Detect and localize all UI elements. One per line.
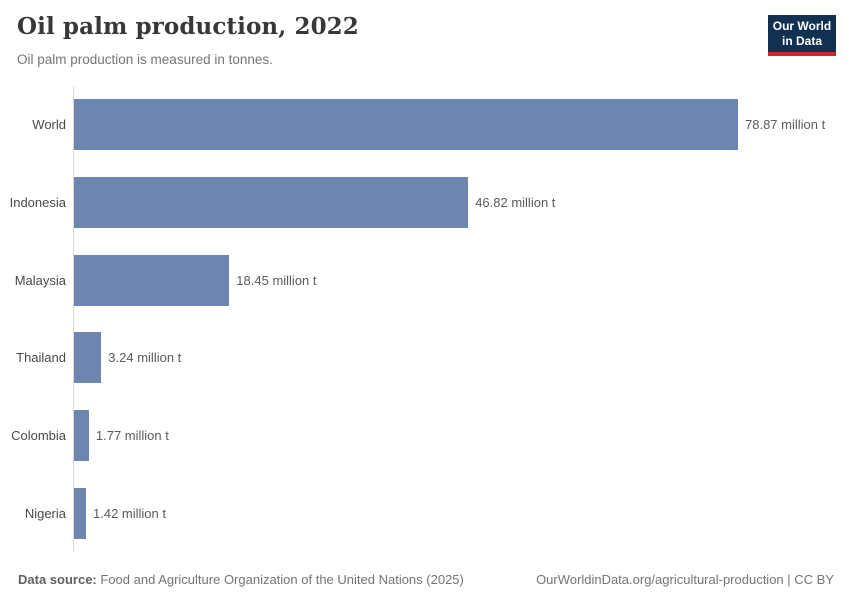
value-label: 78.87 million t [745,117,826,133]
chart-subtitle: Oil palm production is measured in tonne… [17,52,273,67]
bar[interactable] [74,409,89,461]
data-source-note: Data source: Food and Agriculture Organi… [18,572,464,587]
value-label: 1.77 million t [95,427,169,443]
bar-row: Thailand 3.24 million t [16,319,850,397]
bar-row: World 78.87 million t [32,86,850,164]
value-label: 1.42 million t [93,505,166,521]
page-title: Oil palm production, 2022 [17,13,359,40]
category-label: Colombia [11,427,66,443]
category-label: World [32,117,66,133]
value-label: 46.82 million t [475,194,556,210]
category-label: Malaysia [14,272,66,288]
bar-chart: World 78.87 million t Indonesia 46.82 mi… [10,86,850,552]
bar[interactable] [74,254,230,306]
category-label: Nigeria [24,505,66,521]
data-source-label: Data source: [18,572,97,587]
bar-row: Malaysia 18.45 million t [15,241,850,319]
credit-link[interactable]: OurWorldinData.org/agricultural-producti… [536,572,834,587]
bar[interactable] [74,332,102,384]
bar-row: Indonesia 46.82 million t [10,164,850,242]
data-source-text: Food and Agriculture Organization of the… [96,572,464,587]
bar[interactable] [74,176,469,228]
owid-logo-line2: in Data [781,34,822,48]
owid-logo: Our World in Data [768,15,836,56]
bar-row: Colombia 1.77 million t [11,397,850,475]
chart-footer: Data source: Food and Agriculture Organi… [18,572,834,587]
category-label: Thailand [16,350,66,366]
value-label: 18.45 million t [236,272,317,288]
bar[interactable] [74,99,738,151]
bar[interactable] [74,487,86,539]
bar-row: Nigeria 1.42 million t [25,474,850,552]
value-label: 3.24 million t [108,350,182,366]
category-label: Indonesia [9,194,66,210]
owid-logo-line1: Our World [772,19,832,33]
